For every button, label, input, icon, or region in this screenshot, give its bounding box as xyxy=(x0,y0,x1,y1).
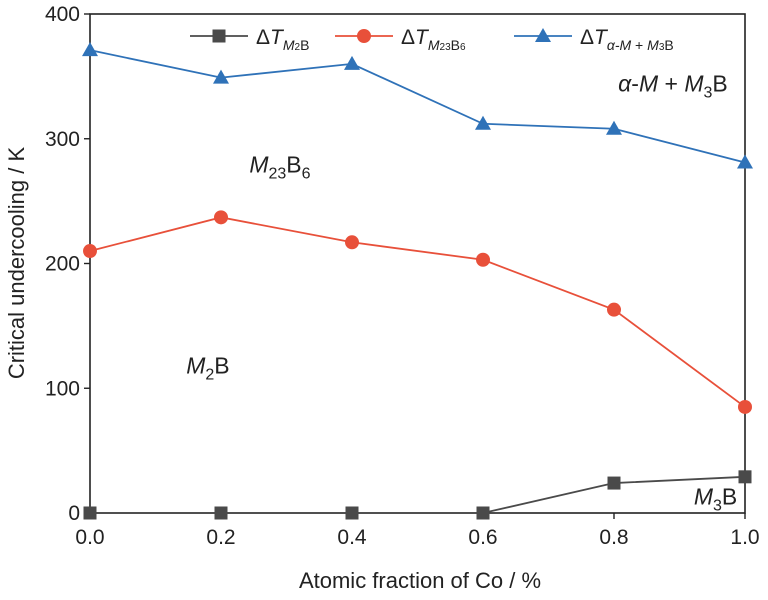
data-point-t-m23b6 xyxy=(607,302,621,317)
y-tick-label: 100 xyxy=(45,377,80,400)
x-tick-label: 0.0 xyxy=(75,526,104,549)
y-tick-label: 200 xyxy=(45,253,80,276)
series-line-t-m2b xyxy=(90,475,746,514)
data-point-t-m2b xyxy=(83,506,97,520)
region-label-m2b: M2B xyxy=(186,352,229,383)
series-lines xyxy=(82,42,753,520)
data-point-t-m-m3b xyxy=(82,42,98,57)
data-point-t-m2b xyxy=(345,506,359,520)
legend-marker xyxy=(212,29,226,43)
legend-entry-t-m2b: ΔTM2B xyxy=(190,26,309,53)
series-t-m2b xyxy=(83,470,752,520)
region-labels: α-M + M3B M23B6 M2B M3B xyxy=(186,70,737,514)
legend: ΔTM2B ΔTM23B6 ΔTα-M + M3B xyxy=(190,26,674,53)
y-axis-title: Critical undercooling / K xyxy=(4,147,29,380)
x-tick-label: 0.2 xyxy=(206,526,235,549)
y-tick-label: 300 xyxy=(45,128,80,151)
region-label-m-m3b: α-M + M3B xyxy=(618,70,728,101)
x-tick-label: 0.6 xyxy=(468,526,497,549)
series-t-m-m3b xyxy=(82,42,753,169)
legend-label-t-m2b: ΔTM2B xyxy=(256,26,309,53)
series-t-m23b6 xyxy=(83,210,752,414)
legend-entry-t-m-m3b: ΔTα-M + M3B xyxy=(514,26,674,53)
legend-entry-t-m23b6: ΔTM23B6 xyxy=(335,26,466,53)
data-point-t-m23b6 xyxy=(345,235,359,250)
legend-marker xyxy=(357,29,371,43)
legend-label-t-m-m3b: ΔTα-M + M3B xyxy=(580,26,674,53)
data-point-t-m2b xyxy=(607,476,621,490)
x-tick-label: 0.8 xyxy=(599,526,628,549)
region-label-m3b: M3B xyxy=(694,483,737,514)
x-tick-label: 1.0 xyxy=(730,526,759,549)
data-point-t-m-m3b xyxy=(475,115,491,130)
data-point-t-m-m3b xyxy=(606,120,622,135)
y-tick-label: 400 xyxy=(45,3,80,26)
legend-label-t-m23b6: ΔTM23B6 xyxy=(401,26,466,53)
data-point-t-m-m3b xyxy=(213,69,229,84)
series-line-t-m-m3b xyxy=(89,49,746,164)
series-line-t-m23b6 xyxy=(89,216,746,408)
data-point-t-m23b6 xyxy=(476,252,490,267)
legend-marker xyxy=(535,28,551,42)
data-point-t-m-m3b xyxy=(737,154,753,169)
data-point-t-m23b6 xyxy=(738,399,752,414)
x-tick-label: 0.4 xyxy=(337,526,367,549)
data-point-t-m2b xyxy=(476,506,490,520)
x-axis-title: Atomic fraction of Co / % xyxy=(299,568,541,593)
data-point-t-m23b6 xyxy=(214,210,228,225)
y-tick-label: 0 xyxy=(68,502,80,525)
axis-ticks: 0.0 0.2 0.4 0.6 0.8 1.0 0 100 200 300 400 xyxy=(45,3,760,549)
data-point-t-m2b xyxy=(214,506,228,520)
data-point-t-m2b xyxy=(738,470,752,484)
data-point-t-m-m3b xyxy=(344,55,360,70)
region-label-m23b6: M23B6 xyxy=(249,151,310,182)
data-point-t-m23b6 xyxy=(83,244,97,259)
